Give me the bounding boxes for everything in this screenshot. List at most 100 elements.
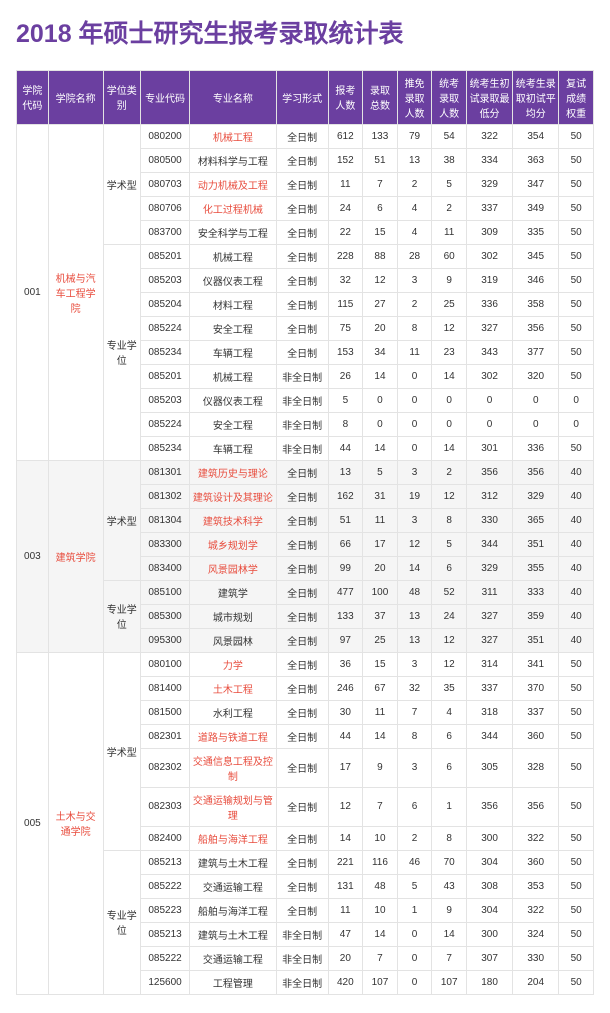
major-name-link[interactable]: 机械工程 [213,133,253,144]
tuimian-count: 4 [397,220,432,244]
study-mode: 全日制 [276,508,328,532]
study-mode: 全日制 [276,787,328,826]
avg-score: 329 [513,484,559,508]
major-code: 080100 [141,652,190,676]
tuimian-count: 5 [397,874,432,898]
major-name-link[interactable]: 动力机械及工程 [198,181,268,192]
college-name-link[interactable]: 建筑学院 [56,553,96,564]
table-row: 专业学位085100建筑学全日制477100485231133340 [17,580,594,604]
table-row: 005土木与交通学院学术型080100力学全日制361531231434150 [17,652,594,676]
weight: 40 [559,460,594,484]
weight: 50 [559,172,594,196]
major-name: 建筑与土木工程 [190,922,277,946]
avg-score: 356 [513,460,559,484]
major-name-link[interactable]: 交通运输规划与管理 [193,796,273,822]
major-name-link[interactable]: 城乡规划学 [208,541,258,552]
avg-score: 370 [513,676,559,700]
major-name-link[interactable]: 船舶与海洋工程 [198,835,268,846]
tuimian-count: 46 [397,850,432,874]
study-mode: 全日制 [276,148,328,172]
page-title: 2018 年硕士研究生报考录取统计表 [16,18,594,52]
tuimian-count: 8 [397,724,432,748]
tuimian-count: 14 [397,556,432,580]
admit-total: 0 [363,388,398,412]
apply-count: 477 [328,580,363,604]
study-mode: 全日制 [276,172,328,196]
tuimian-count: 11 [397,340,432,364]
major-name: 道路与铁道工程 [190,724,277,748]
min-score: 300 [466,922,512,946]
admit-total: 14 [363,436,398,460]
tongkao-count: 0 [432,412,467,436]
major-name: 工程管理 [190,970,277,994]
apply-count: 115 [328,292,363,316]
major-name: 建筑技术科学 [190,508,277,532]
study-mode: 全日制 [276,196,328,220]
tongkao-count: 52 [432,580,467,604]
admit-total: 25 [363,628,398,652]
major-name-link[interactable]: 建筑历史与理论 [198,469,268,480]
admit-total: 88 [363,244,398,268]
tongkao-count: 60 [432,244,467,268]
tuimian-count: 2 [397,172,432,196]
tongkao-count: 11 [432,220,467,244]
major-name-link[interactable]: 交通信息工程及控制 [193,757,273,783]
tuimian-count: 12 [397,532,432,556]
min-score: 356 [466,787,512,826]
avg-score: 377 [513,340,559,364]
apply-count: 162 [328,484,363,508]
tuimian-count: 19 [397,484,432,508]
apply-count: 221 [328,850,363,874]
major-name: 力学 [190,652,277,676]
study-mode: 全日制 [276,556,328,580]
major-name-link[interactable]: 土木工程 [213,685,253,696]
major-name-link[interactable]: 道路与铁道工程 [198,733,268,744]
tuimian-count: 2 [397,292,432,316]
admit-total: 6 [363,196,398,220]
admit-total: 0 [363,412,398,436]
college-name: 建筑学院 [48,460,103,652]
major-name-link[interactable]: 风景园林学 [208,565,258,576]
weight: 50 [559,970,594,994]
apply-count: 24 [328,196,363,220]
weight: 50 [559,244,594,268]
avg-score: 353 [513,874,559,898]
admit-total: 9 [363,748,398,787]
admit-total: 14 [363,724,398,748]
major-name-link[interactable]: 建筑技术科学 [203,517,263,528]
admit-total: 67 [363,676,398,700]
weight: 40 [559,580,594,604]
weight: 50 [559,220,594,244]
apply-count: 8 [328,412,363,436]
major-code: 085203 [141,388,190,412]
tongkao-count: 1 [432,787,467,826]
major-name: 车辆工程 [190,340,277,364]
min-score: 304 [466,898,512,922]
college-name-link[interactable]: 土木与交通学院 [56,812,96,838]
major-code: 082302 [141,748,190,787]
avg-score: 336 [513,436,559,460]
min-score: 327 [466,316,512,340]
min-score: 322 [466,124,512,148]
min-score: 343 [466,340,512,364]
tuimian-count: 13 [397,604,432,628]
apply-count: 22 [328,220,363,244]
major-name-link[interactable]: 建筑设计及其理论 [193,493,273,504]
weight: 50 [559,676,594,700]
tuimian-count: 0 [397,364,432,388]
major-code: 085222 [141,874,190,898]
major-code: 080706 [141,196,190,220]
tongkao-count: 14 [432,436,467,460]
tongkao-count: 14 [432,922,467,946]
study-mode: 全日制 [276,700,328,724]
major-code: 080703 [141,172,190,196]
weight: 50 [559,826,594,850]
major-name-link[interactable]: 力学 [223,661,243,672]
apply-count: 12 [328,787,363,826]
weight: 50 [559,340,594,364]
college-name-link[interactable]: 机械与汽车工程学院 [56,274,96,315]
major-name-link[interactable]: 化工过程机械 [203,205,263,216]
apply-count: 612 [328,124,363,148]
tongkao-count: 7 [432,946,467,970]
avg-score: 345 [513,244,559,268]
